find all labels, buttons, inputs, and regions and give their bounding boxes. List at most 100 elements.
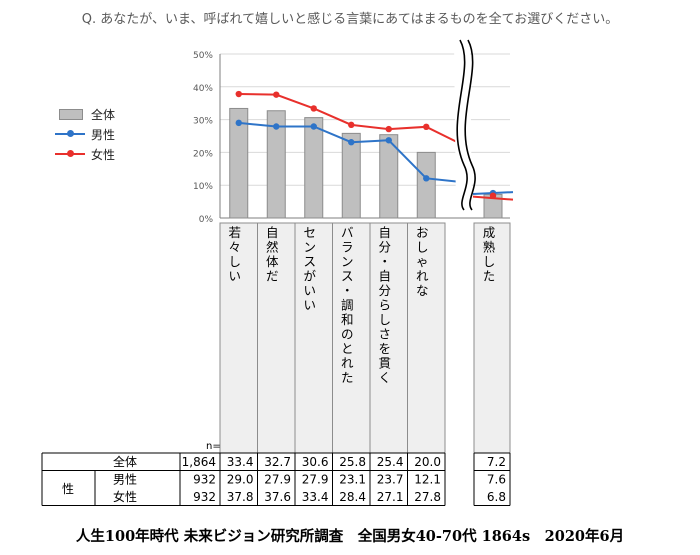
point-male [385, 137, 392, 144]
table-cell-value: 6.8 [487, 490, 506, 504]
category-label-char: し [416, 240, 429, 255]
point-female [385, 125, 392, 133]
table-cell-value: 7.6 [487, 473, 506, 487]
y-tick-label: 50% [193, 51, 213, 61]
table-cell-value: 25.4 [377, 455, 404, 469]
table-cell-value: 33.4 [302, 490, 329, 504]
category-label-char: 然 [266, 240, 279, 255]
table-cell-value: 7.2 [487, 455, 506, 469]
category-cell [369, 222, 408, 454]
table-cell-value: 37.8 [227, 490, 254, 504]
table-row-label: 男性 [113, 473, 137, 487]
y-tick-label: 40% [193, 84, 213, 94]
category-label-char: ン [303, 240, 316, 255]
category-label-char: 自 [378, 225, 391, 240]
table-cell-value: 27.9 [264, 473, 291, 487]
chart-svg: 0%10%20%30%40%50%若々しい自然体だセンスがいいバランス・調和のと… [41, 39, 514, 506]
category-label-char: 若 [228, 225, 241, 240]
category-label-char: ゃ [416, 254, 429, 269]
point-male [310, 123, 317, 130]
category-cell [294, 222, 333, 454]
legend: 全体 男性 女性 [55, 104, 115, 164]
category-label-char: ス [303, 254, 316, 269]
category-label-char: ・ [341, 283, 354, 298]
category-label-char: ら [378, 298, 391, 313]
category-label-char: ス [341, 269, 354, 284]
category-label-char: 成 [483, 225, 496, 240]
legend-swatch-male-line [55, 128, 85, 140]
table-n-value: 932 [193, 490, 216, 504]
category-label-char: 和 [341, 312, 354, 327]
table-row-label: 全体 [113, 454, 137, 469]
category-label-char: し [378, 312, 391, 327]
category-label-char: た [341, 370, 354, 385]
point-male [423, 175, 430, 182]
point-female [423, 123, 430, 131]
point-female [310, 105, 317, 112]
category-label-char: く [378, 370, 391, 385]
bar-total [266, 110, 286, 219]
category-label-char: 分 [378, 240, 391, 255]
question-text: Q. あなたが、いま、呼ばれて嬉しいと感じる言葉にあてはまるものを全てお選びくだ… [81, 12, 619, 27]
category-label-char: 自 [378, 269, 391, 284]
category-label-char: し [228, 254, 241, 269]
footer-source: 人生100年時代 未来ビジョン研究所調査 全国男女40-70代 1864s 20… [75, 528, 625, 545]
category-label-char: 分 [378, 283, 391, 298]
table-cell-value: 20.0 [414, 455, 441, 469]
category-label-char: い [303, 298, 316, 313]
bar-total [341, 132, 361, 219]
table-cell-value: 27.8 [414, 490, 441, 504]
table-cell-value: 33.4 [227, 455, 254, 469]
category-label-char: だ [266, 269, 279, 284]
legend-label: 男性 [91, 127, 116, 142]
category-label-char: ラ [341, 240, 354, 255]
y-tick-label: 10% [193, 182, 213, 192]
category-label-char: な [416, 283, 429, 298]
category-label-char: 貫 [378, 356, 391, 371]
table-cell-value: 29.0 [227, 473, 254, 487]
category-cell [332, 222, 371, 454]
point-female [273, 91, 280, 98]
category-label-char: バ [341, 225, 354, 240]
category-label-char: の [341, 327, 354, 342]
table-cell-value: 28.4 [339, 490, 366, 504]
table-cell-value: 12.1 [414, 473, 441, 487]
table-n-value: 932 [193, 473, 216, 487]
table-cell-value: 32.7 [264, 455, 291, 469]
legend-label: 女性 [91, 147, 116, 162]
category-label-char: 々 [228, 240, 241, 255]
table-row-label: 女性 [113, 489, 137, 504]
category-label-char: ン [341, 254, 354, 269]
category-label-char: セ [303, 225, 316, 240]
table-group-label: 性 [62, 482, 74, 496]
category-label-char: 自 [266, 225, 279, 240]
point-female [489, 192, 497, 199]
category-label-char: と [341, 341, 354, 356]
bar-total [379, 134, 399, 219]
y-tick-label: 30% [193, 117, 213, 127]
point-female [235, 90, 242, 98]
table-cell-value: 27.1 [377, 490, 404, 504]
category-label-char: 体 [266, 254, 279, 269]
point-male [235, 119, 242, 127]
category-label-char: ・ [378, 254, 391, 269]
bar-total [304, 117, 324, 219]
legend-label: 全体 [91, 107, 116, 122]
legend-swatch-bar [55, 108, 85, 120]
legend-swatch-female-line [55, 148, 85, 160]
table-cell-value: 25.8 [339, 455, 366, 469]
category-label-char: れ [416, 269, 429, 284]
point-male [348, 139, 355, 146]
category-label-char: さ [378, 327, 391, 342]
legend-item-male: 男性 [55, 124, 115, 144]
legend-item-female: 女性 [55, 144, 115, 164]
y-tick-label: 20% [193, 149, 213, 159]
category-label-char: 調 [341, 298, 354, 313]
bar-total [229, 107, 249, 219]
category-cell [219, 222, 258, 454]
category-label-char: 熟 [483, 240, 496, 255]
category-label-char: れ [341, 356, 354, 371]
table-cell-value: 23.7 [377, 473, 404, 487]
category-cell [407, 222, 446, 454]
